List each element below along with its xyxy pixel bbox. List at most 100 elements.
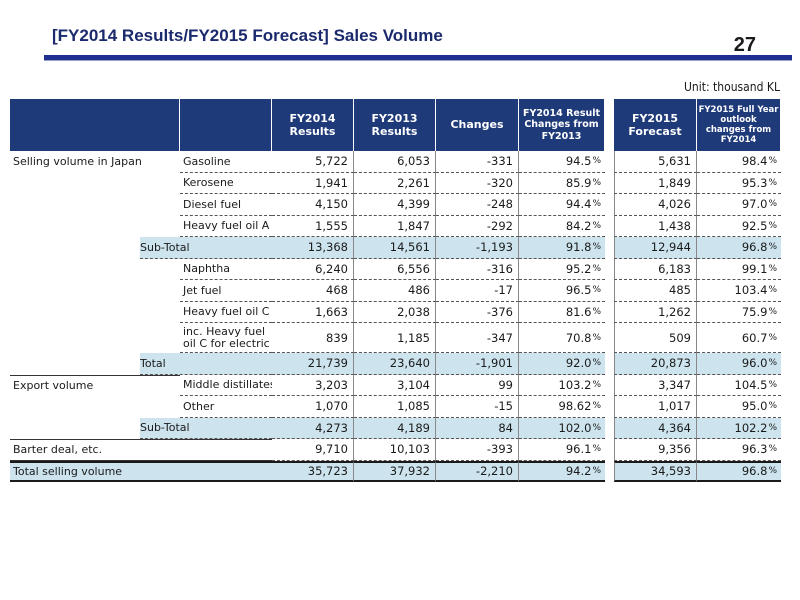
column-gap: [605, 280, 614, 302]
fy2015-forecast-value: 20,873: [614, 353, 697, 375]
fy2013-value-text: 4,189: [397, 420, 430, 435]
fy2015-forecast-value: 1,849: [614, 172, 697, 194]
fy2015-pct-value: 60.7%: [697, 323, 781, 353]
fy2013-value: 1,847: [354, 215, 436, 237]
fy2014-value-text: 1,941: [315, 175, 348, 190]
row-category: [10, 194, 180, 216]
row-item: Total: [140, 353, 272, 375]
fy2013-value-text: 1,185: [397, 330, 430, 345]
fy2013-value: 10,103: [354, 439, 436, 461]
fy2015-forecast-value-text: 1,438: [658, 218, 691, 233]
pct-change-percent: %: [592, 306, 601, 317]
table-row: Selling volume in Japan Gasoline 5,722 6,05…: [10, 151, 785, 173]
header-changes: Changes: [436, 99, 519, 151]
table-row: Total selling volume 35,723 37,932 -2,210 94…: [10, 460, 785, 482]
fy2015-pct-percent: %: [768, 156, 777, 167]
change-value: -292: [436, 215, 519, 237]
column-gap: [605, 396, 614, 418]
change-value: 99: [436, 374, 519, 396]
column-gap: [605, 215, 614, 237]
pct-change-value: 95.2%: [519, 259, 605, 280]
pct-change-value: 102.0%: [519, 417, 605, 439]
pct-change-value: 85.9%: [519, 173, 605, 194]
table-row: Kerosene 1,941 2,261 -320 85.9% 1,849 95.3%: [10, 172, 785, 194]
row-category: [10, 259, 180, 281]
table-row: Heavy fuel oil A 1,555 1,847 -292 84.2% 1,438…: [10, 215, 785, 237]
change-value: -1,901: [436, 353, 519, 375]
fy2015-forecast-value-text: 12,944: [650, 240, 691, 255]
fy2014-value: 839: [272, 323, 354, 353]
fy2015-pct-percent: %: [768, 220, 777, 231]
fy2013-value: 14,561: [354, 237, 436, 259]
fy2015-pct-value-text: 75.9: [741, 304, 768, 319]
fy2015-forecast-value-text: 9,356: [658, 442, 691, 457]
change-value-text: -17: [494, 283, 513, 298]
fy2013-value: 486: [354, 280, 436, 302]
fy2014-value: 9,710: [272, 439, 354, 461]
fy2015-pct-value-text: 96.8: [741, 464, 768, 479]
fy2015-forecast-value: 5,631: [614, 151, 697, 173]
fy2015-pct-value-text: 103.4: [734, 283, 768, 298]
column-gap: [605, 353, 614, 375]
fy2013-value: 4,399: [354, 194, 436, 216]
table-row: Diesel fuel 4,150 4,399 -248 94.4% 4,026 97.0%: [10, 194, 785, 216]
fy2013-value-text: 1,085: [397, 399, 430, 414]
header-fy2015-forecast: FY2015 Forecast: [614, 99, 697, 151]
fy2014-value-text: 1,663: [315, 304, 348, 319]
fy2015-pct-value: 99.1%: [697, 259, 781, 280]
pct-change-percent: %: [592, 332, 601, 343]
row-item: Diesel fuel: [180, 194, 272, 216]
fy2014-value-text: 21,739: [307, 356, 348, 371]
table-row: Heavy fuel oil C 1,663 2,038 -376 81.6% 1,262…: [10, 301, 785, 323]
fy2013-value-text: 37,932: [389, 464, 430, 479]
change-value-text: -316: [486, 261, 513, 276]
fy2014-value: 5,722: [272, 151, 354, 173]
row-item-text: Total: [140, 356, 166, 370]
fy2014-value: 6,240: [272, 258, 354, 280]
table-row: Total 21,739 23,640 -1,901 92.0% 20,873 96.0%: [10, 353, 785, 375]
fy2015-pct-value-text: 95.0: [741, 399, 768, 414]
row-category: Export volume: [10, 374, 180, 397]
change-value: -2,210: [436, 460, 519, 482]
pct-change-value: 96.1%: [519, 439, 605, 461]
fy2015-pct-value-text: 92.5: [741, 218, 768, 233]
pct-change-value-text: 91.8: [565, 240, 592, 255]
row-category: [10, 396, 180, 418]
header-blank-category: [10, 99, 180, 151]
row-category-text: Total selling volume: [13, 464, 123, 478]
row-item: Kerosene: [180, 173, 272, 194]
row-item: Jet fuel: [180, 280, 272, 302]
column-gap: [605, 151, 614, 173]
pct-change-value: 84.2%: [519, 216, 605, 237]
pct-change-value-text: 96.5: [565, 283, 592, 298]
pct-change-percent: %: [592, 466, 601, 477]
fy2014-value-text: 4,273: [315, 420, 348, 435]
fy2015-forecast-value: 12,944: [614, 237, 697, 259]
pct-change-value-text: 94.4: [565, 197, 592, 212]
fy2013-value: 6,053: [354, 151, 436, 173]
change-value: -320: [436, 172, 519, 194]
change-value: -347: [436, 323, 519, 353]
table-row: Naphtha 6,240 6,556 -316 95.2% 6,183 99.1%: [10, 258, 785, 281]
change-value-text: 99: [498, 377, 513, 392]
fy2015-pct-value-text: 104.5: [734, 377, 768, 392]
change-value-text: -331: [486, 154, 513, 169]
row-item-text: Sub-Total: [140, 421, 190, 435]
row-category-text: Barter deal, etc.: [13, 443, 103, 457]
change-value-text: -320: [486, 175, 513, 190]
page-number: 27: [733, 34, 756, 56]
row-item-text: Other: [183, 399, 215, 413]
change-value: -15: [436, 396, 519, 418]
fy2014-value: 35,723: [272, 460, 354, 482]
row-category: [10, 280, 180, 302]
pct-change-value: 94.2%: [519, 460, 605, 482]
fy2013-value-text: 1,847: [397, 218, 430, 233]
pct-change-value: 98.62%: [519, 396, 605, 418]
fy2015-pct-percent: %: [768, 332, 777, 343]
table-row: inc. Heavy fuel oil C for electric 839 1,1…: [10, 323, 785, 353]
change-value: -1,193: [436, 237, 519, 259]
fy2013-value: 2,261: [354, 172, 436, 194]
header-fy2013-results: FY2013 Results: [354, 99, 436, 151]
fy2013-value: 3,104: [354, 374, 436, 396]
pct-change-value: 92.0%: [519, 353, 605, 375]
